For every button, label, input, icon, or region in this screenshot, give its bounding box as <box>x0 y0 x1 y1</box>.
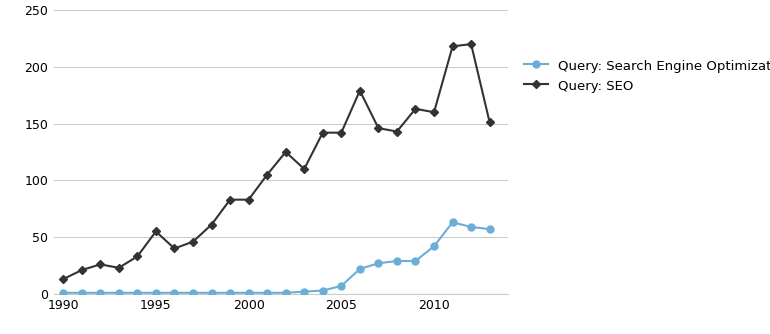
Query: SEO: (2.01e+03, 151): SEO: (2.01e+03, 151) <box>485 121 494 125</box>
Query: Search Engine Optimization: (2e+03, 1): Search Engine Optimization: (2e+03, 1) <box>263 291 272 295</box>
Query: Search Engine Optimization: (2.01e+03, 29): Search Engine Optimization: (2.01e+03, 2… <box>393 259 402 263</box>
Query: SEO: (2e+03, 61): SEO: (2e+03, 61) <box>207 223 216 227</box>
Query: SEO: (2e+03, 125): SEO: (2e+03, 125) <box>281 150 290 154</box>
Query: SEO: (2.01e+03, 179): SEO: (2.01e+03, 179) <box>355 89 364 93</box>
Query: Search Engine Optimization: (2e+03, 3): Search Engine Optimization: (2e+03, 3) <box>318 289 327 293</box>
Query: SEO: (1.99e+03, 13): SEO: (1.99e+03, 13) <box>59 277 68 281</box>
Query: Search Engine Optimization: (2e+03, 1): Search Engine Optimization: (2e+03, 1) <box>207 291 216 295</box>
Query: Search Engine Optimization: (2e+03, 1): Search Engine Optimization: (2e+03, 1) <box>281 291 290 295</box>
Query: Search Engine Optimization: (2.01e+03, 29): Search Engine Optimization: (2.01e+03, 2… <box>411 259 420 263</box>
Query: Search Engine Optimization: (2e+03, 1): Search Engine Optimization: (2e+03, 1) <box>244 291 253 295</box>
Query: SEO: (2.01e+03, 163): SEO: (2.01e+03, 163) <box>411 107 420 111</box>
Query: SEO: (2e+03, 55): SEO: (2e+03, 55) <box>151 229 160 233</box>
Query: Search Engine Optimization: (2.01e+03, 27): Search Engine Optimization: (2.01e+03, 2… <box>373 261 383 265</box>
Query: Search Engine Optimization: (2e+03, 1): Search Engine Optimization: (2e+03, 1) <box>170 291 179 295</box>
Query: Search Engine Optimization: (2.01e+03, 22): Search Engine Optimization: (2.01e+03, 2… <box>355 267 364 271</box>
Query: Search Engine Optimization: (2e+03, 7): Search Engine Optimization: (2e+03, 7) <box>336 284 346 288</box>
Query: SEO: (2e+03, 40): SEO: (2e+03, 40) <box>170 246 179 250</box>
Query: Search Engine Optimization: (2.01e+03, 63): Search Engine Optimization: (2.01e+03, 6… <box>448 220 457 224</box>
Line: Query: Search Engine Optimization: Query: Search Engine Optimization <box>60 219 493 296</box>
Query: SEO: (2.01e+03, 160): SEO: (2.01e+03, 160) <box>430 110 439 114</box>
Line: Query: SEO: Query: SEO <box>60 41 493 282</box>
Query: SEO: (1.99e+03, 26): SEO: (1.99e+03, 26) <box>95 263 105 267</box>
Query: Search Engine Optimization: (2.01e+03, 42): Search Engine Optimization: (2.01e+03, 4… <box>430 244 439 248</box>
Query: Search Engine Optimization: (2.01e+03, 57): Search Engine Optimization: (2.01e+03, 5… <box>485 227 494 231</box>
Query: Search Engine Optimization: (2.01e+03, 59): Search Engine Optimization: (2.01e+03, 5… <box>467 225 476 229</box>
Query: Search Engine Optimization: (1.99e+03, 1): Search Engine Optimization: (1.99e+03, 1… <box>132 291 142 295</box>
Query: SEO: (2.01e+03, 220): SEO: (2.01e+03, 220) <box>467 42 476 46</box>
Query: Search Engine Optimization: (2e+03, 1): Search Engine Optimization: (2e+03, 1) <box>226 291 235 295</box>
Query: SEO: (2.01e+03, 143): SEO: (2.01e+03, 143) <box>393 130 402 134</box>
Query: Search Engine Optimization: (1.99e+03, 1): Search Engine Optimization: (1.99e+03, 1… <box>114 291 123 295</box>
Query: Search Engine Optimization: (1.99e+03, 1): Search Engine Optimization: (1.99e+03, 1… <box>59 291 68 295</box>
Query: Search Engine Optimization: (2e+03, 1): Search Engine Optimization: (2e+03, 1) <box>151 291 160 295</box>
Query: SEO: (2.01e+03, 146): SEO: (2.01e+03, 146) <box>373 126 383 130</box>
Query: SEO: (2e+03, 142): SEO: (2e+03, 142) <box>318 131 327 135</box>
Query: SEO: (2e+03, 105): SEO: (2e+03, 105) <box>263 173 272 177</box>
Query: SEO: (2e+03, 83): SEO: (2e+03, 83) <box>244 198 253 202</box>
Legend: Query: Search Engine Optimization, Query: SEO: Query: Search Engine Optimization, Query… <box>524 59 770 93</box>
Query: SEO: (2e+03, 46): SEO: (2e+03, 46) <box>189 240 198 244</box>
Query: Search Engine Optimization: (2e+03, 2): Search Engine Optimization: (2e+03, 2) <box>300 290 309 294</box>
Query: SEO: (1.99e+03, 21): SEO: (1.99e+03, 21) <box>77 268 86 272</box>
Query: SEO: (1.99e+03, 23): SEO: (1.99e+03, 23) <box>114 266 123 270</box>
Query: SEO: (2.01e+03, 218): SEO: (2.01e+03, 218) <box>448 44 457 48</box>
Query: Search Engine Optimization: (1.99e+03, 1): Search Engine Optimization: (1.99e+03, 1… <box>95 291 105 295</box>
Query: SEO: (1.99e+03, 33): SEO: (1.99e+03, 33) <box>132 255 142 259</box>
Query: Search Engine Optimization: (2e+03, 1): Search Engine Optimization: (2e+03, 1) <box>189 291 198 295</box>
Query: SEO: (2e+03, 110): SEO: (2e+03, 110) <box>300 167 309 171</box>
Query: SEO: (2e+03, 142): SEO: (2e+03, 142) <box>336 131 346 135</box>
Query: SEO: (2e+03, 83): SEO: (2e+03, 83) <box>226 198 235 202</box>
Query: Search Engine Optimization: (1.99e+03, 1): Search Engine Optimization: (1.99e+03, 1… <box>77 291 86 295</box>
